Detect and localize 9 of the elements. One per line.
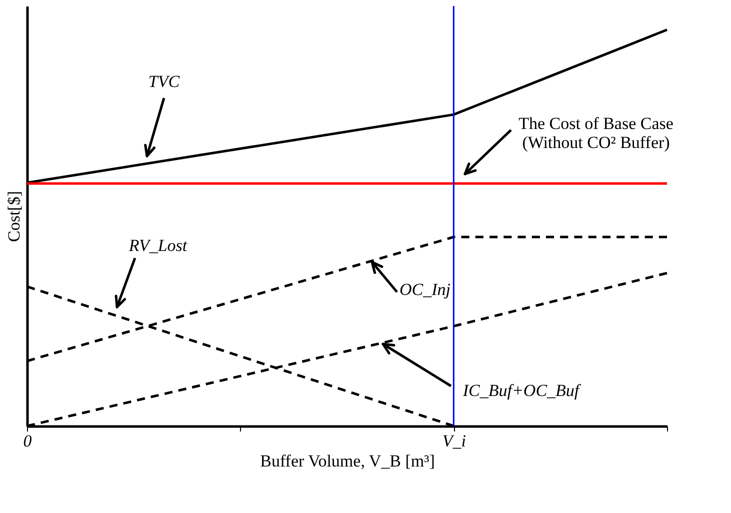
annotation: IC_Buf+OC_Buf: [462, 381, 582, 400]
x-tick-label: V_i: [442, 432, 466, 450]
x-tick-label: 0: [23, 432, 32, 450]
annotation: The Cost of Base Case (Without CO² Buffer): [518, 114, 674, 152]
annotation: TVC: [148, 72, 180, 91]
y-axis-title: Cost[$]: [4, 191, 24, 242]
annotation: RV_Lost: [128, 236, 188, 255]
annotation: OC_Inj: [400, 280, 451, 299]
x-axis-title: Buffer Volume, V_B [m³]: [260, 452, 435, 470]
